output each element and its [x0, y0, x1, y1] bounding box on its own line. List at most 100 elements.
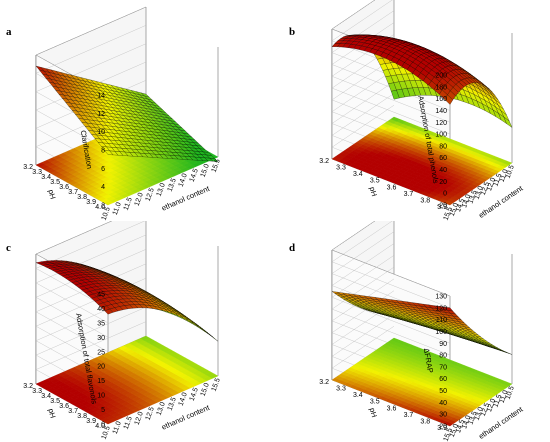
- z-tick-label: 60: [439, 155, 447, 162]
- y-tick-label: 3.9: [86, 199, 96, 206]
- y-tick-label: 3.7: [68, 408, 78, 415]
- z-tick-label: -20: [437, 203, 447, 210]
- x-tick-label: 15.0: [449, 423, 460, 438]
- x-tick-label: 12.0: [134, 192, 145, 207]
- y-tick-label: 3.2: [319, 379, 329, 386]
- z-tick-label: 110: [436, 317, 447, 324]
- x-tick-label: 14.0: [178, 392, 189, 407]
- y-axis-label: pH: [46, 189, 57, 201]
- y-ticks: 3.2 3.3 3.4 3.5 3.6 3.7 3.8 3.9: [319, 158, 447, 211]
- z-tick-label: 20: [97, 364, 105, 371]
- x-tick-label: 15.0: [449, 202, 460, 217]
- z-tick-label: 160: [435, 96, 447, 103]
- z-tick-label: 10: [97, 393, 105, 400]
- z-tick-label: 10: [97, 129, 105, 136]
- y-tick-label: 3.4: [353, 171, 363, 178]
- x-tick-label: 12.5: [480, 402, 491, 417]
- x-tick-label: 15.5: [443, 206, 454, 221]
- y-tick-label: 3.9: [437, 425, 447, 432]
- z-tick-label: 70: [439, 364, 447, 371]
- x-tick-label: 11.5: [123, 197, 134, 212]
- z-tick-label: 45: [97, 292, 105, 299]
- x-tick-label: 14.5: [189, 387, 200, 402]
- z-tick-label: 12: [97, 111, 105, 118]
- x-tick-label: 11.5: [492, 173, 503, 188]
- x-tick-label: 15.5: [211, 377, 222, 392]
- z-tick-label: 80: [439, 143, 447, 150]
- y-tick-label: 3.6: [59, 184, 69, 191]
- panel-b: b -20 0 20 40 60 80 100 120 140 160 180 200 15.5 15.0…: [275, 0, 550, 221]
- z-axis-label: ΔFRAP: [422, 347, 435, 373]
- x-tick-label: 13.5: [167, 396, 178, 411]
- x-tick-label: 14.0: [461, 415, 472, 430]
- y-ticks: 3.23.33.43.53.63.73.83.94.0: [23, 164, 105, 211]
- floor-contour: [35, 335, 219, 425]
- x-ticks: 15.515.014.514.013.513.012.512.011.511.0…: [443, 385, 516, 442]
- z-tick-label: 35: [97, 320, 105, 327]
- y-tick-label: 3.4: [41, 393, 51, 400]
- y-tick-label: 3.4: [353, 392, 363, 399]
- y-ticks: 3.2 3.3 3.4 3.5 3.6 3.7 3.8 3.9: [319, 379, 447, 432]
- x-tick-label: 15.5: [443, 427, 454, 442]
- surface-mesh: [35, 260, 219, 342]
- y-tick-label: 3.4: [41, 174, 51, 181]
- x-tick-label: 14.0: [178, 173, 189, 188]
- x-tick-label: 11.0: [112, 201, 123, 216]
- z-tick-label: 30: [439, 412, 447, 419]
- y-tick-label: 3.3: [336, 165, 346, 172]
- z-tick-label: 40: [97, 306, 105, 313]
- x-tick-label: 15.5: [211, 158, 222, 173]
- z-tick-label: 120: [435, 120, 447, 127]
- y-tick-label: 3.7: [404, 412, 414, 419]
- z-tick-label: 50: [439, 388, 447, 395]
- x-tick-label: 12.0: [486, 177, 497, 192]
- x-ticks: 10.5 11.0 11.5 12.0 12.5 13.0 13.5 14.0 14.5 15.0…: [101, 377, 222, 440]
- x-tick-label: 11.5: [492, 394, 503, 409]
- x-ticks: 10.5 11.0 11.5 12.0 12.5 13.0 13.5 14.0 14.5 15.0…: [101, 158, 222, 221]
- x-tick-label: 10.5: [101, 206, 112, 221]
- x-tick-label: 11.5: [123, 416, 134, 431]
- y-tick-label: 3.2: [23, 164, 33, 171]
- y-tick-label: 3.5: [370, 178, 380, 185]
- panel-label: b: [289, 26, 296, 38]
- surface-mesh: [35, 65, 219, 162]
- x-tick-label: 11.0: [499, 389, 510, 404]
- x-tick-label: 13.5: [167, 177, 178, 192]
- panel-label: d: [289, 242, 296, 254]
- z-tick-label: 180: [435, 84, 447, 91]
- x-tick-label: 13.5: [467, 189, 478, 204]
- z-tick-label: 20: [439, 179, 447, 186]
- floor-contour: [331, 337, 513, 427]
- z-tick-label: 100: [435, 329, 447, 336]
- panel-c: c 0 5 10 15 20 25 30 35 40 45 10.5 11.0 11.5 12.0 12.5…: [0, 221, 275, 442]
- z-tick-label: 40: [439, 167, 447, 174]
- x-tick-label: 15.0: [200, 163, 211, 178]
- y-tick-label: 3.9: [86, 418, 96, 425]
- z-tick-label: 80: [439, 353, 447, 360]
- x-tick-label: 14.5: [455, 198, 466, 213]
- y-tick-label: 4.0: [95, 423, 105, 430]
- x-tick-label: 12.0: [134, 411, 145, 426]
- x-tick-label: 11.0: [112, 420, 123, 435]
- z-ticks: 2 4 6 8 10 12 14: [97, 93, 105, 210]
- x-tick-label: 14.0: [461, 194, 472, 209]
- x-tick-label: 14.5: [189, 168, 200, 183]
- x-tick-label: 12.5: [145, 406, 156, 421]
- surface-plot-b: -20 0 20 40 60 80 100 120 140 160 180 200 15.515.014…: [319, 0, 525, 221]
- y-tick-label: 3.8: [420, 197, 430, 204]
- z-tick-label: 14: [97, 93, 105, 100]
- x-tick-label: 10.5: [101, 425, 112, 440]
- x-tick-label: 11.0: [499, 168, 510, 183]
- surface-plot-d: 20 30 40 50 60 70 80 90 100 110 120 130 15.515.014.5…: [319, 221, 525, 442]
- panel-d: d 20 30 40 50 60 70 80 90 100 110 120 130 15.5 15.0 14…: [275, 221, 550, 442]
- z-tick-label: 20: [439, 424, 447, 431]
- x-tick-label: 12.5: [480, 181, 491, 196]
- z-tick-label: 2: [101, 203, 105, 210]
- z-tick-label: 60: [439, 376, 447, 383]
- x-tick-label: 12.5: [145, 187, 156, 202]
- z-tick-label: 6: [101, 166, 105, 173]
- z-tick-label: 15: [97, 378, 105, 385]
- x-tick-label: 15.0: [200, 382, 211, 397]
